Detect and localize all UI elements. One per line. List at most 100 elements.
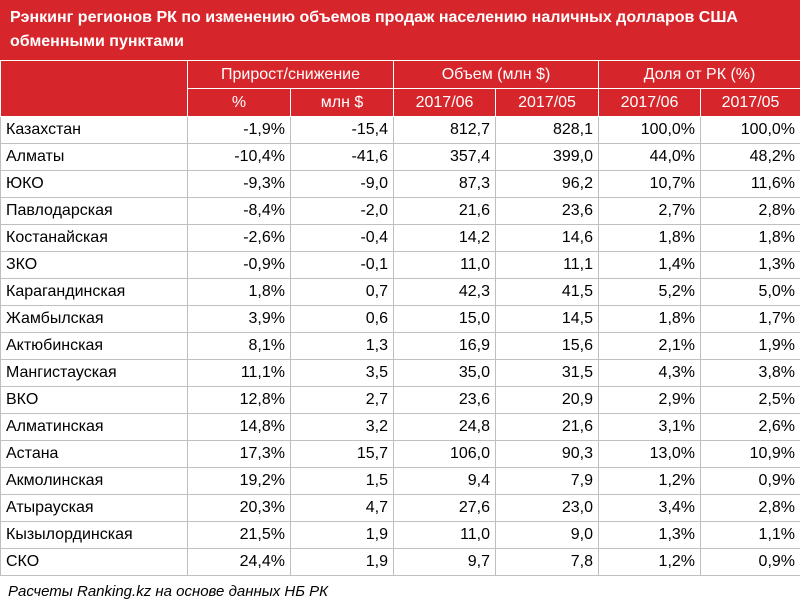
value-cell: 1,8% xyxy=(598,224,702,252)
value-cell: -15,4 xyxy=(289,116,395,144)
value-cell: 16,9 xyxy=(393,332,497,360)
sub-header: 2017/06 xyxy=(393,88,497,117)
value-cell: 4,7 xyxy=(289,494,395,522)
value-cell: 2,7 xyxy=(289,386,395,414)
table-row: Мангистауская 11,1% 3,5 35,0 31,5 4,3% 3,8% xyxy=(0,359,800,387)
header-row: % млн $2017/06 2017/05 2017/06 2017/05 xyxy=(1,88,800,117)
corner-cell xyxy=(0,60,188,117)
value-cell: 1,3% xyxy=(598,521,702,549)
value-cell: 2,9% xyxy=(598,386,702,414)
value-cell: 399,0 xyxy=(495,143,600,171)
value-cell: 31,5 xyxy=(495,359,600,387)
value-cell: 27,6 xyxy=(393,494,497,522)
value-cell: 3,4% xyxy=(598,494,702,522)
value-cell: 23,6 xyxy=(495,197,600,225)
region-name: Павлодарская xyxy=(0,197,188,225)
value-cell: 44,0% xyxy=(598,143,702,171)
region-name: Костанайская xyxy=(0,224,188,252)
value-cell: 21,6 xyxy=(495,413,600,441)
region-name: ЗКО xyxy=(0,251,188,279)
value-cell: 2,5% xyxy=(700,386,800,414)
value-cell: 24,8 xyxy=(393,413,497,441)
title: Рэнкинг регионов РК по изменению объемов… xyxy=(0,0,800,60)
value-cell: 5,0% xyxy=(700,278,800,306)
value-cell: 3,2 xyxy=(289,413,395,441)
value-cell: 13,0% xyxy=(598,440,702,468)
value-cell: 1,8% xyxy=(187,278,291,306)
value-cell: 1,9 xyxy=(289,548,395,576)
value-cell: 87,3 xyxy=(393,170,497,198)
value-cell: 7,9 xyxy=(495,467,600,495)
value-cell: 35,0 xyxy=(393,359,497,387)
region-name: Алматы xyxy=(0,143,188,171)
region-name: Акмолинская xyxy=(0,467,188,495)
value-cell: 11,0 xyxy=(393,251,497,279)
value-cell: 42,3 xyxy=(393,278,497,306)
value-cell: 19,2% xyxy=(187,467,291,495)
region-name: Кызылординская xyxy=(0,521,188,549)
region-name: ЮКО xyxy=(0,170,188,198)
value-cell: -10,4% xyxy=(187,143,291,171)
value-cell: 1,3% xyxy=(700,251,800,279)
value-cell: -2,6% xyxy=(187,224,291,252)
value-cell: 8,1% xyxy=(187,332,291,360)
region-name: Атырауская xyxy=(0,494,188,522)
value-cell: 48,2% xyxy=(700,143,800,171)
value-cell: 357,4 xyxy=(393,143,497,171)
value-cell: 1,8% xyxy=(598,305,702,333)
region-name: Алматинская xyxy=(0,413,188,441)
value-cell: -41,6 xyxy=(289,143,395,171)
table-row: ЗКО -0,9% -0,1 11,0 11,1 1,4% 1,3% xyxy=(0,251,800,279)
table-row: Казахстан -1,9% -15,4 812,7 828,1 100,0% 100,0… xyxy=(0,116,800,144)
value-cell: 812,7 xyxy=(393,116,497,144)
table-row: Павлодарская -8,4% -2,0 21,6 23,6 2,7% 2,8% xyxy=(0,197,800,225)
value-cell: 0,9% xyxy=(700,548,800,576)
value-cell: 7,8 xyxy=(495,548,600,576)
value-cell: 20,3% xyxy=(187,494,291,522)
table-row: Алматинская 14,8% 3,2 24,8 21,6 3,1% 2,6% xyxy=(0,413,800,441)
value-cell: 15,6 xyxy=(495,332,600,360)
value-cell: 1,2% xyxy=(598,548,702,576)
value-cell: 14,6 xyxy=(495,224,600,252)
table-row: Костанайская -2,6% -0,4 14,2 14,6 1,8% 1,8% xyxy=(0,224,800,252)
table-head: Прирост/снижение Объем (млн $) Доля от РК … xyxy=(0,60,800,117)
value-cell: 11,6% xyxy=(700,170,800,198)
value-cell: 12,8% xyxy=(187,386,291,414)
value-cell: 100,0% xyxy=(598,116,702,144)
value-cell: 0,9% xyxy=(700,467,800,495)
value-cell: 20,9 xyxy=(495,386,600,414)
sub-header: 2017/06 xyxy=(598,88,702,117)
value-cell: 11,1 xyxy=(495,251,600,279)
value-cell: 23,6 xyxy=(393,386,497,414)
value-cell: -2,0 xyxy=(289,197,395,225)
table-row: ЮКО -9,3% -9,0 87,3 96,2 10,7% 11,6% xyxy=(0,170,800,198)
value-cell: 0,7 xyxy=(289,278,395,306)
value-cell: 100,0% xyxy=(700,116,800,144)
value-cell: 14,2 xyxy=(393,224,497,252)
value-cell: 0,6 xyxy=(289,305,395,333)
table-row: Атырауская 20,3% 4,7 27,6 23,0 3,4% 2,8% xyxy=(0,494,800,522)
value-cell: 15,0 xyxy=(393,305,497,333)
value-cell: 3,1% xyxy=(598,413,702,441)
value-cell: 9,0 xyxy=(495,521,600,549)
value-cell: 2,7% xyxy=(598,197,702,225)
table-row: Актюбинская 8,1% 1,3 16,9 15,6 2,1% 1,9% xyxy=(0,332,800,360)
group-header: Объем (млн $) xyxy=(393,60,600,89)
value-cell: 10,9% xyxy=(700,440,800,468)
value-cell: 1,8% xyxy=(700,224,800,252)
value-cell: -9,3% xyxy=(187,170,291,198)
value-cell: -8,4% xyxy=(187,197,291,225)
value-cell: 1,3 xyxy=(289,332,395,360)
value-cell: 9,7 xyxy=(393,548,497,576)
table-row: СКО 24,4% 1,9 9,7 7,8 1,2% 0,9% xyxy=(0,548,800,576)
value-cell: 15,7 xyxy=(289,440,395,468)
sub-header: 2017/05 xyxy=(495,88,600,117)
value-cell: 3,8% xyxy=(700,359,800,387)
value-cell: 5,2% xyxy=(598,278,702,306)
value-cell: 21,6 xyxy=(393,197,497,225)
value-cell: -0,4 xyxy=(289,224,395,252)
table-row: Алматы -10,4% -41,6 357,4 399,0 44,0% 48,2% xyxy=(0,143,800,171)
value-cell: 10,7% xyxy=(598,170,702,198)
value-cell: 1,9% xyxy=(700,332,800,360)
